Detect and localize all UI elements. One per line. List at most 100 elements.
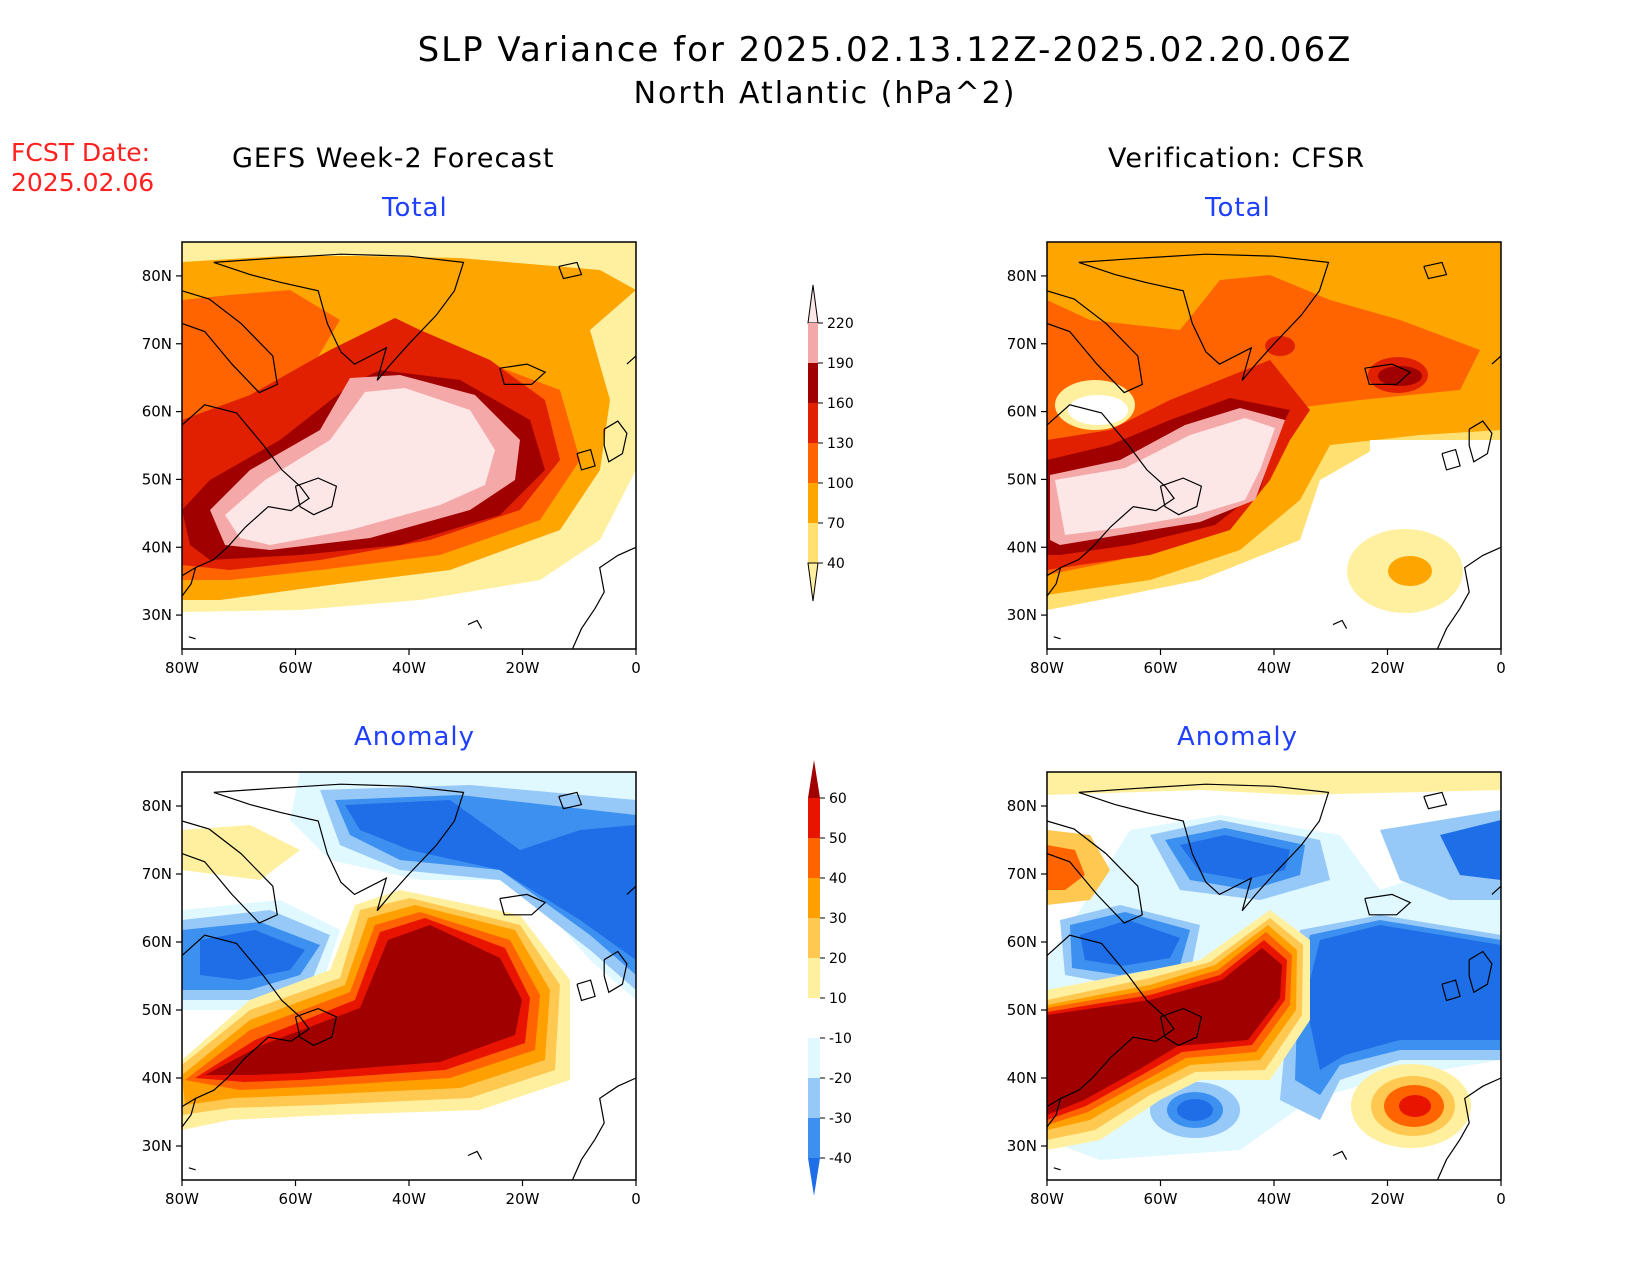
coastline-segment [294, 477, 338, 516]
colorbar-anomaly: -40 -30 -20 -10 10 20 30 40 50 60 [808, 760, 852, 1196]
coastline-segment [1491, 355, 1502, 365]
lon-tick-label: 60W [1144, 1190, 1178, 1208]
coastline-segment [626, 885, 637, 895]
lat-tick-label: 70N [1007, 865, 1037, 883]
colorbar-segment [808, 483, 818, 523]
column-title-forecast: GEFS Week-2 Forecast [232, 143, 555, 174]
lon-tick-label: 80W [165, 1190, 199, 1208]
coastline-segment [626, 355, 637, 365]
lon-tick-label: 20W [1371, 1190, 1405, 1208]
colorbar-cap-bottom [807, 562, 819, 602]
coastline-segment [188, 636, 196, 640]
colorbar-tick-label: 40 [829, 871, 847, 887]
lat-tick-label: 50N [1007, 1001, 1037, 1019]
colorbar-segment [808, 878, 820, 918]
coastline-segment [1332, 619, 1348, 629]
coastline-segment [188, 1167, 196, 1171]
colorbar-segment [808, 998, 820, 1038]
colorbar-total: 40 70 100 130 160 190 220 [807, 284, 854, 602]
coastline-segment [1046, 567, 1062, 597]
coastline-segment [294, 1007, 338, 1047]
coastline-segment [1423, 261, 1448, 280]
sub-title: North Atlantic (hPa^2) [633, 76, 1017, 111]
lat-tick-label: 30N [142, 606, 172, 624]
colorbar-segment [808, 403, 818, 443]
coastline-segment [571, 1077, 637, 1181]
coastline-segment [1046, 820, 1143, 924]
coastline-segment [1078, 253, 1330, 381]
panel-title-forecast-total: Total [382, 193, 448, 223]
coastline-segment [1441, 979, 1461, 1002]
colorbar-tick-label: 50 [829, 831, 847, 847]
lat-tick-label: 60N [1007, 403, 1037, 421]
colorbar-segment [808, 443, 818, 483]
coastline-segment [181, 567, 197, 597]
coastline-segment [1468, 950, 1493, 994]
main-title: SLP Variance for 2025.02.13.12Z-2025.02.… [417, 30, 1353, 70]
colorbar-tick-label: -10 [829, 1031, 852, 1047]
colorbar-tick-label: 30 [829, 911, 847, 927]
frame-verification-anomaly: 80W 60W 40W 20W 0 80N 70N 60N 50N 40N 30N [1007, 771, 1506, 1208]
coastline-segment [213, 253, 465, 381]
coastline-segment [1468, 420, 1493, 463]
panel-title-forecast-anomaly: Anomaly [354, 722, 476, 752]
coastline-segment [1046, 1098, 1062, 1128]
lon-tick-label: 40W [1257, 1190, 1291, 1208]
lat-tick-label: 80N [142, 267, 172, 285]
coastline-segment [181, 820, 278, 924]
coastline-segment [1053, 1167, 1061, 1171]
coastline-segment [1332, 1150, 1348, 1160]
coastline-segment [1159, 477, 1203, 516]
coastline-segment [1364, 893, 1412, 916]
coastline-segment [603, 420, 628, 463]
coastline-segment [1436, 1077, 1502, 1181]
colorbar-segment [808, 523, 818, 563]
colorbar-tick-label: 20 [829, 951, 847, 967]
lat-tick-label: 40N [1007, 538, 1037, 556]
lat-tick-label: 60N [142, 933, 172, 951]
fcst-date-value: 2025.02.06 [11, 168, 155, 197]
lat-tick-label: 80N [142, 797, 172, 815]
coastline-segment [181, 290, 278, 394]
lon-tick-label: 80W [1030, 659, 1064, 677]
coastline-segment [1441, 448, 1461, 471]
lat-tick-label: 50N [142, 470, 172, 488]
colorbar-tick-label: 100 [827, 476, 854, 492]
lon-tick-label: 20W [1371, 659, 1405, 677]
colorbar-tick-label: 190 [827, 356, 854, 372]
colorbar-tick-label: 220 [827, 316, 854, 332]
colorbar-tick-label: 70 [827, 516, 845, 532]
colorbar-segment [808, 1038, 820, 1078]
colorbar-segment [808, 1118, 820, 1158]
coastline-segment [558, 791, 583, 810]
frame-forecast-anomaly: 80W 60W 40W 20W 0 80N 70N 60N 50N 40N 30N [142, 771, 641, 1208]
colorbar-segment [808, 798, 820, 838]
coastline-segment [576, 448, 596, 471]
lat-tick-label: 30N [1007, 1137, 1037, 1155]
panel-title-verification-anomaly: Anomaly [1177, 722, 1299, 752]
colorbar-segment [808, 838, 820, 878]
lon-tick-label: 40W [392, 1190, 426, 1208]
lat-tick-label: 50N [1007, 470, 1037, 488]
lon-tick-label: 0 [1496, 1190, 1506, 1208]
lat-tick-label: 60N [142, 403, 172, 421]
coastline-segment [1053, 636, 1061, 640]
lat-tick-label: 40N [142, 1069, 172, 1087]
coastlines [181, 253, 1502, 1181]
lon-tick-label: 60W [279, 659, 313, 677]
lon-tick-label: 0 [631, 1190, 641, 1208]
colorbar-cap-top [807, 284, 819, 324]
lon-tick-label: 0 [1496, 659, 1506, 677]
coastline-segment [499, 363, 547, 385]
colorbar-tick-label: 10 [829, 991, 847, 1007]
map-verification-total [1047, 242, 1501, 649]
colorbar-tick-label: -30 [829, 1111, 852, 1127]
map-forecast-total [182, 242, 636, 649]
fcst-date-label: FCST Date: [11, 138, 151, 167]
lat-tick-label: 70N [142, 335, 172, 353]
lon-tick-label: 20W [506, 659, 540, 677]
colorbar-tick-label: 60 [829, 791, 847, 807]
lon-tick-label: 60W [1144, 659, 1178, 677]
colorbar-tick-label: -40 [829, 1151, 852, 1167]
